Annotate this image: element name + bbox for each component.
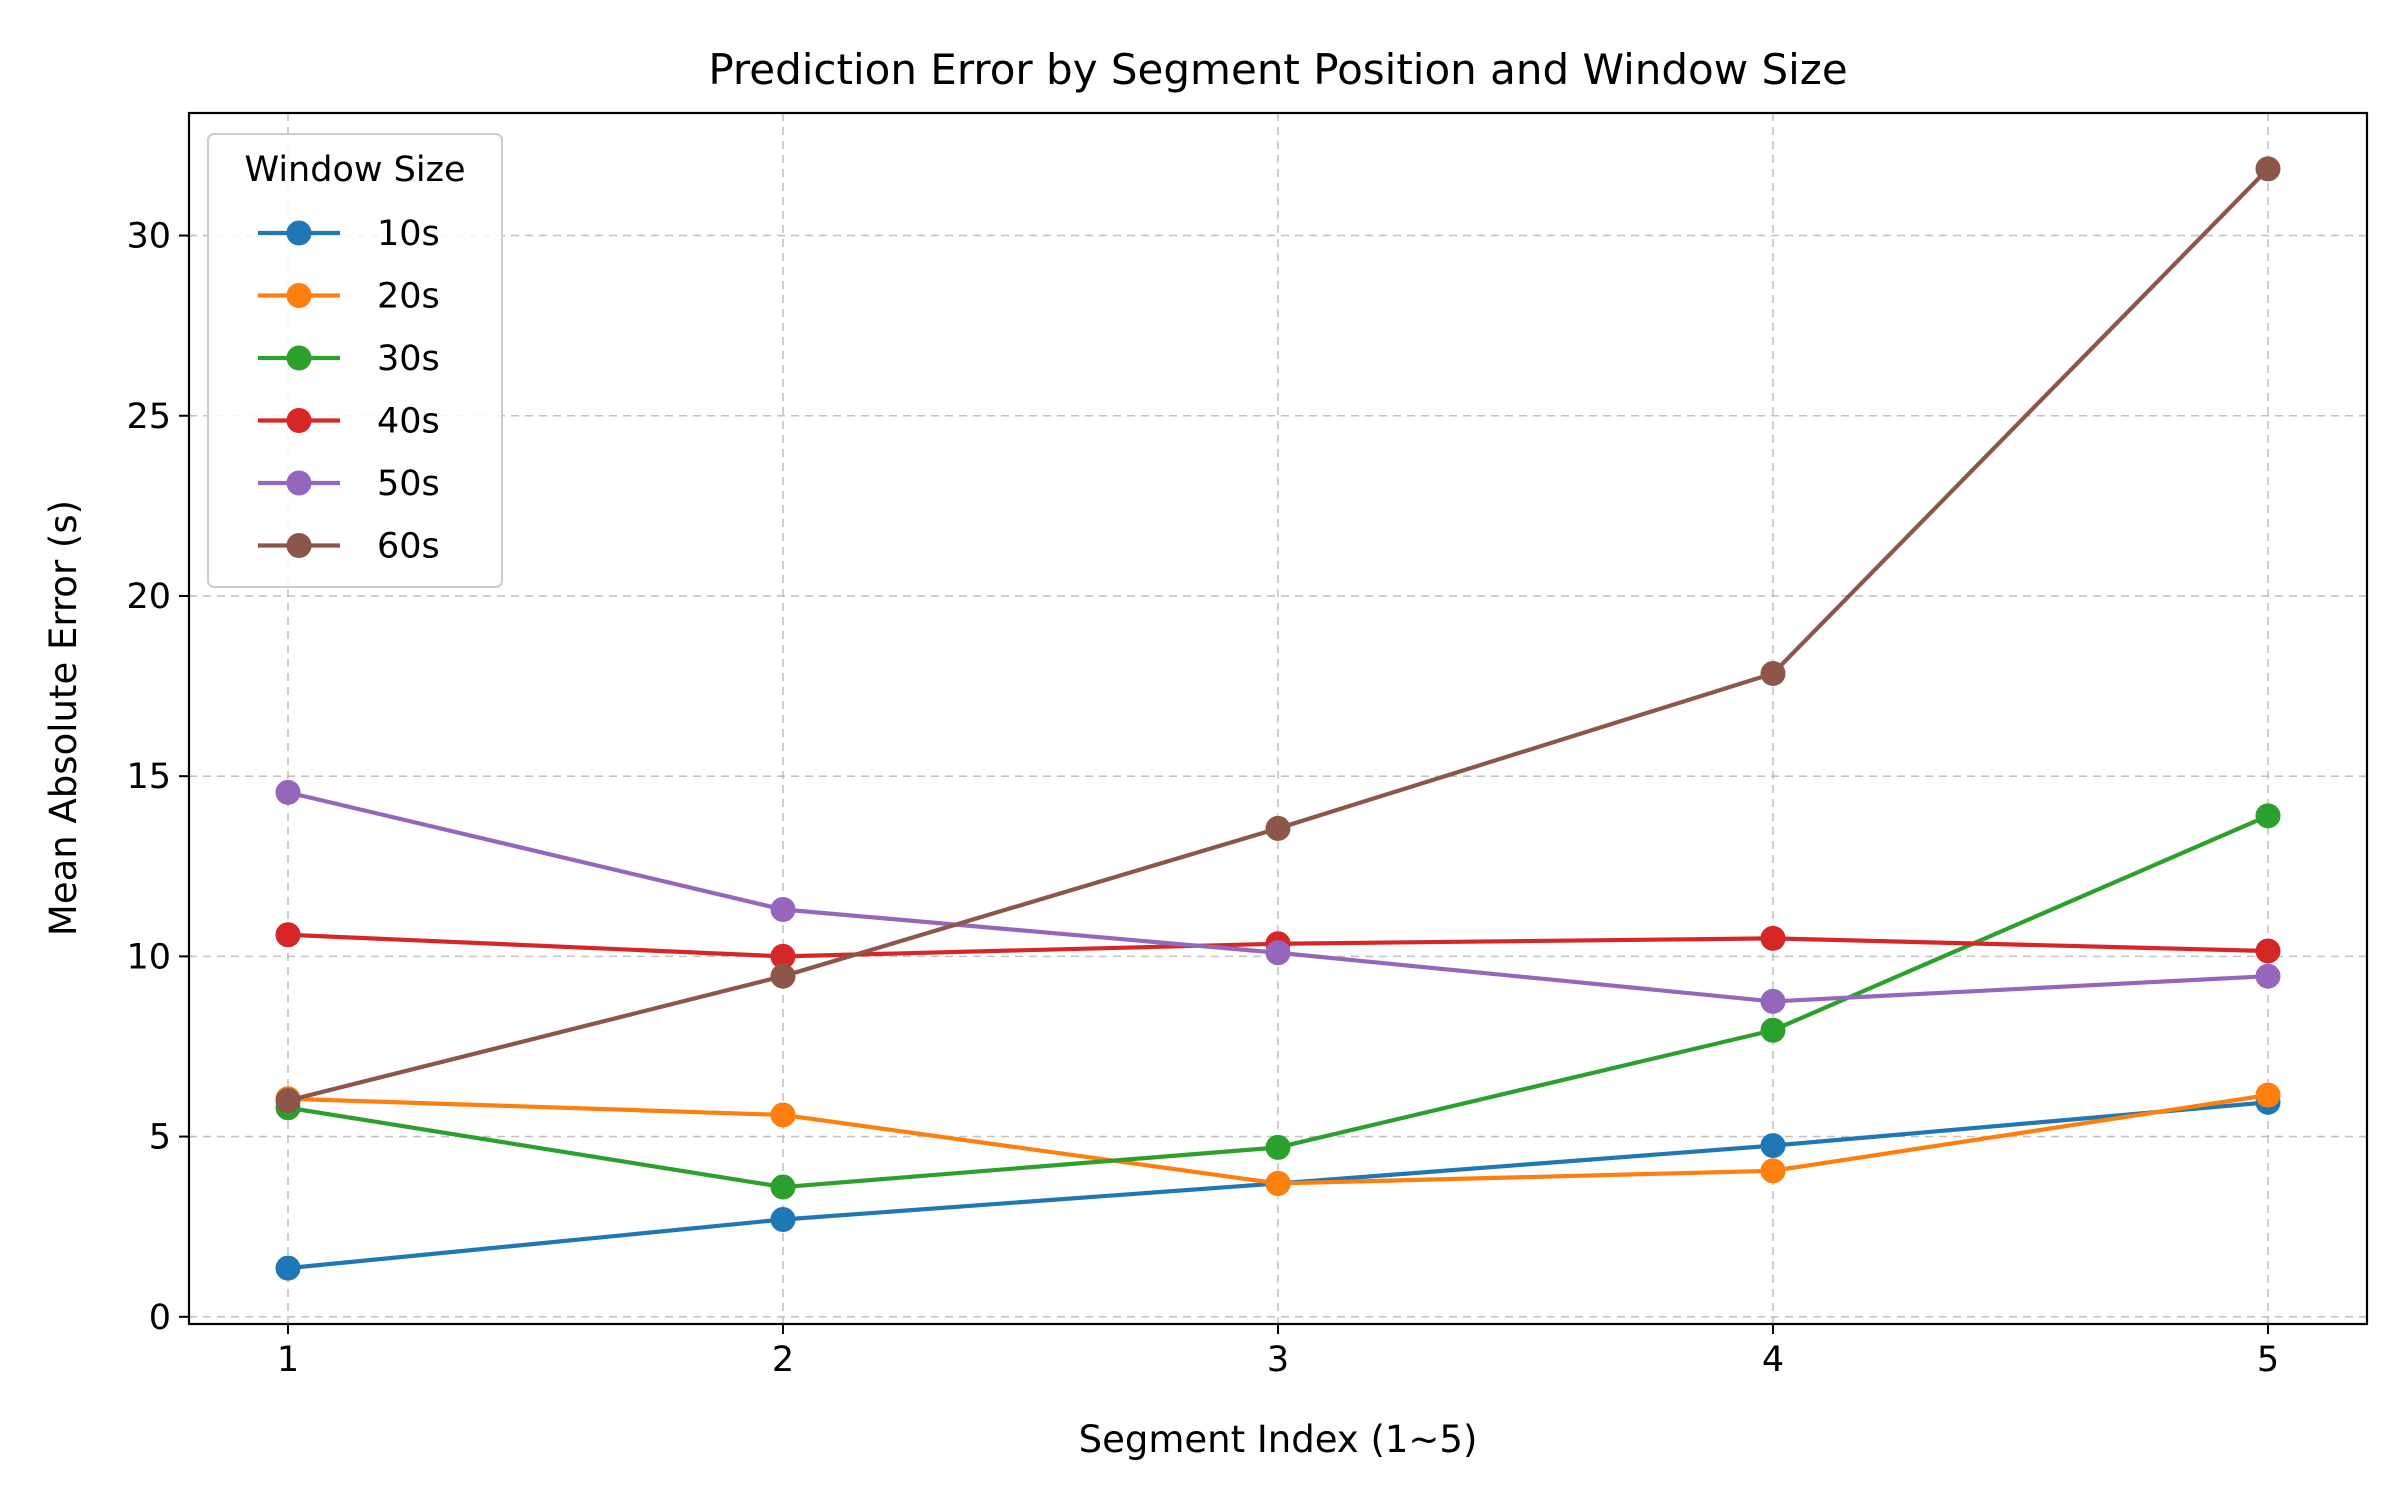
x-tick-label: 3 bbox=[1267, 1340, 1289, 1380]
data-point bbox=[1265, 1134, 1291, 1160]
data-point bbox=[275, 1255, 301, 1281]
y-tick-label: 5 bbox=[149, 1118, 171, 1158]
legend-box bbox=[207, 133, 503, 588]
x-tick-label: 1 bbox=[277, 1340, 299, 1380]
series-layer bbox=[275, 156, 2281, 1281]
y-tick-label: 10 bbox=[126, 937, 171, 977]
data-point bbox=[2255, 938, 2281, 964]
data-point bbox=[2255, 156, 2281, 182]
data-point bbox=[1760, 988, 1786, 1014]
legend-label: 50s bbox=[377, 464, 440, 504]
legend-label: 20s bbox=[377, 277, 440, 317]
data-point bbox=[2255, 963, 2281, 989]
data-point bbox=[1760, 1158, 1786, 1184]
data-point bbox=[2255, 803, 2281, 829]
data-point bbox=[770, 1206, 796, 1232]
legend-label: 60s bbox=[377, 527, 440, 567]
data-point bbox=[1265, 940, 1291, 966]
legend-marker bbox=[286, 220, 312, 246]
x-tick-label: 5 bbox=[2257, 1340, 2279, 1380]
x-tick-label: 2 bbox=[772, 1340, 794, 1380]
data-point bbox=[1760, 1017, 1786, 1043]
legend-item-40s: 40s bbox=[258, 402, 440, 442]
chart-title: Prediction Error by Segment Position and… bbox=[708, 45, 1847, 94]
legend-item-60s: 60s bbox=[258, 527, 440, 567]
legend-item-30s: 30s bbox=[258, 339, 440, 379]
y-tick-label: 15 bbox=[126, 757, 171, 797]
legend: Window Size 10s 20s 30s 40s 50s 60s bbox=[207, 133, 503, 588]
data-point bbox=[1265, 1170, 1291, 1196]
legend-label: 10s bbox=[377, 214, 440, 254]
data-point bbox=[1760, 925, 1786, 951]
y-axis: 0 5 10 15 20 25 30 bbox=[126, 217, 189, 1338]
series-50s bbox=[275, 779, 2281, 1014]
x-tick-label: 4 bbox=[1762, 1340, 1784, 1380]
legend-item-10s: 10s bbox=[258, 214, 440, 254]
x-axis: 1 2 3 4 5 bbox=[277, 1324, 2279, 1380]
data-point bbox=[1760, 660, 1786, 686]
data-point bbox=[2255, 1082, 2281, 1108]
data-point bbox=[770, 897, 796, 923]
y-tick-label: 25 bbox=[126, 397, 171, 437]
data-point bbox=[1265, 815, 1291, 841]
legend-marker bbox=[286, 470, 312, 496]
data-point bbox=[275, 922, 301, 948]
legend-item-50s: 50s bbox=[258, 464, 440, 504]
data-point bbox=[275, 1088, 301, 1114]
data-point bbox=[1760, 1133, 1786, 1159]
y-tick-label: 30 bbox=[126, 217, 171, 257]
y-tick-label: 0 bbox=[149, 1298, 171, 1338]
data-point bbox=[770, 1102, 796, 1128]
legend-items: 10s 20s 30s 40s 50s 60s bbox=[258, 214, 440, 567]
legend-label: 30s bbox=[377, 339, 440, 379]
legend-title: Window Size bbox=[245, 150, 466, 190]
legend-item-20s: 20s bbox=[258, 277, 440, 317]
legend-label: 40s bbox=[377, 402, 440, 442]
data-point bbox=[770, 1174, 796, 1200]
data-point bbox=[275, 779, 301, 805]
data-point bbox=[770, 963, 796, 989]
x-axis-label: Segment Index (1~5) bbox=[1079, 1418, 1478, 1461]
legend-marker bbox=[286, 533, 312, 558]
legend-marker bbox=[286, 345, 312, 371]
legend-marker bbox=[286, 408, 312, 433]
series-60s bbox=[275, 156, 2281, 1114]
legend-marker bbox=[286, 283, 312, 308]
y-tick-label: 20 bbox=[126, 577, 171, 617]
y-axis-label: Mean Absolute Error (s) bbox=[42, 500, 85, 936]
